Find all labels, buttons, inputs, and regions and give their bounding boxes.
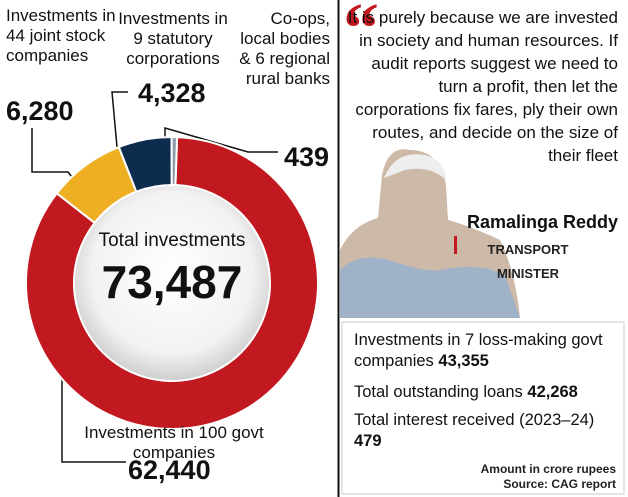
quote-mark: “ — [343, 0, 379, 68]
stat: Investments in 7 loss-making govt compan… — [354, 330, 619, 372]
stat-label: Total interest received (2023–24) — [354, 411, 595, 429]
role-bar — [454, 236, 457, 254]
stat-label: Investments in 7 loss-making govt compan… — [354, 331, 603, 370]
donut-segment — [170, 136, 179, 187]
value-label: 439 — [284, 142, 330, 172]
quote-name: Ramalinga Reddy — [466, 212, 618, 232]
leader-line — [111, 91, 128, 159]
stat: Total interest received (2023–24) 479 — [354, 410, 619, 452]
stat-label: Total outstanding loans — [354, 383, 523, 401]
leader-lines — [31, 91, 278, 463]
stats-box — [341, 321, 625, 495]
stat: Total outstanding loans 42,268 — [354, 382, 619, 403]
photo — [340, 149, 520, 318]
category-label: Investments in 44 joint stock companies — [6, 6, 116, 65]
quote-role: TRANSPORT MINISTER — [487, 242, 569, 281]
photo-hair — [384, 154, 446, 180]
photo-shirt — [340, 257, 520, 318]
leader-line — [164, 127, 278, 153]
stat-value: 479 — [354, 432, 382, 450]
footer-source: Source: CAG report — [503, 477, 616, 491]
quote-text: It is purely because we are invested in … — [347, 8, 618, 165]
stat-value: 42,268 — [527, 383, 578, 401]
footer: Amount in crore rupees Source: CAG repor… — [481, 462, 616, 492]
value-label: 6,280 — [6, 96, 74, 126]
value-label: 62,440 — [128, 455, 211, 485]
category-label: Investments in 9 statutory corporations — [118, 9, 228, 68]
category-label: Co-ops, local bodies & 6 regional rural … — [239, 9, 330, 88]
category-label: Investments in 100 govt companies — [84, 423, 264, 462]
donut-hole — [75, 186, 269, 380]
center-value: 73,487 — [102, 256, 243, 308]
footer-unit: Amount in crore rupees — [480, 462, 616, 476]
donut-segment — [25, 136, 319, 430]
stat-value: 43,355 — [438, 352, 489, 370]
leader-line — [61, 352, 126, 463]
center-title: Total investments — [99, 230, 246, 251]
value-label: 4,328 — [138, 78, 206, 108]
